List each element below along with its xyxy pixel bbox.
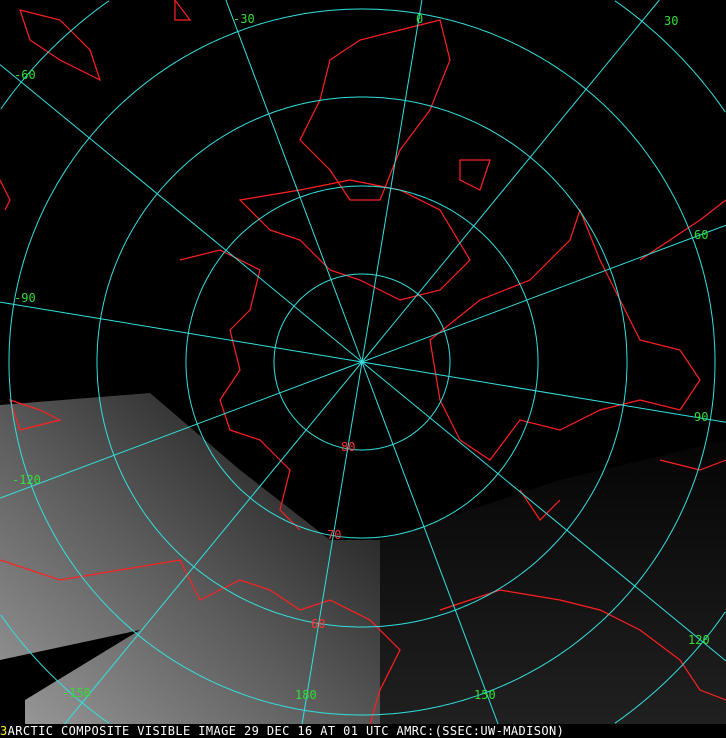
lon-label: 180 [295, 688, 317, 702]
latitude-circle [8, 8, 716, 716]
meridian-line [0, 301, 363, 363]
lon-label: 120 [688, 633, 710, 647]
lon-label: 150 [474, 688, 496, 702]
frame-number: 3 [0, 724, 8, 738]
meridian-line [0, 361, 363, 499]
lon-label: -150 [62, 686, 91, 700]
meridian-line [301, 361, 363, 724]
lon-label: -60 [14, 68, 36, 82]
latitude-circle [96, 96, 628, 628]
lat-label: 70 [327, 528, 342, 542]
meridian-line [361, 0, 423, 363]
lon-label: 30 [664, 14, 679, 28]
image-caption: 3ARCTIC COMPOSITE VISIBLE IMAGE 29 DEC 1… [0, 724, 726, 738]
meridian-line [0, 64, 363, 363]
lon-label: 0 [416, 12, 424, 26]
lat-label: 80 [341, 440, 356, 454]
lon-label: -30 [233, 12, 255, 26]
lat-label: 60 [311, 617, 326, 631]
lon-label: 60 [694, 228, 709, 242]
lon-label: -120 [12, 473, 41, 487]
lon-label: 90 [694, 410, 709, 424]
meridian-line [361, 361, 726, 662]
meridian-line [361, 361, 499, 724]
meridian-line [361, 224, 726, 363]
meridian-line [361, 361, 726, 423]
caption-text: ARCTIC COMPOSITE VISIBLE IMAGE 29 DEC 16… [7, 724, 565, 738]
lon-label: -90 [14, 291, 36, 305]
visible-imagery-left [0, 393, 380, 724]
meridian-line [361, 0, 660, 363]
latitude-circle [185, 185, 539, 539]
meridian-line [64, 361, 363, 724]
visible-imagery-right [380, 440, 726, 724]
meridian-line [225, 0, 363, 363]
latitude-circle [273, 273, 451, 451]
